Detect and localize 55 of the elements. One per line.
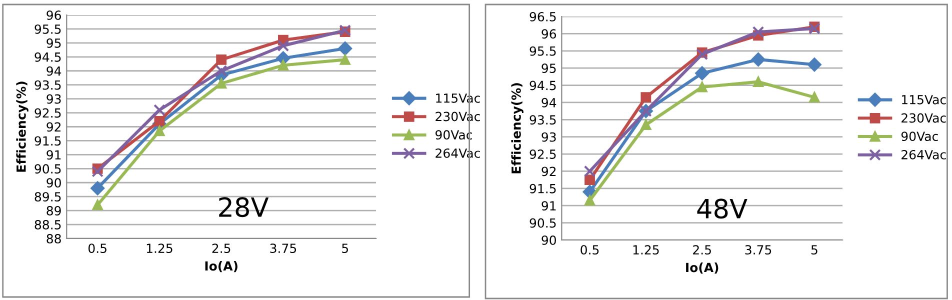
x-tick-label: 1.25: [146, 244, 172, 254]
y-tick-label: 95: [542, 64, 556, 74]
y-tick-label: 92: [46, 122, 61, 132]
legend-label: 115Vac: [902, 95, 946, 104]
y-tick-label: 92: [542, 166, 556, 176]
x-tick-label: 2.5: [693, 245, 711, 255]
x-tick-label: 3.75: [270, 244, 296, 254]
x-axis-title: Io(A): [205, 261, 238, 272]
y-tick-label: 89.5: [34, 192, 61, 202]
y-tick-label: 94: [46, 66, 62, 76]
y-tick-label: 94.5: [530, 80, 556, 90]
y-tick-label: 91.5: [530, 184, 556, 194]
x-tick-label: 3.75: [745, 245, 772, 255]
x-axis-title: Io(A): [686, 262, 718, 274]
y-tick-label: 88: [46, 234, 61, 244]
y-tick-label: 96: [542, 29, 556, 39]
y-tick-label: 90: [542, 235, 556, 245]
legend-label: 115Vac: [436, 94, 480, 103]
y-tick-label: 94.5: [34, 52, 61, 62]
legend-label: 264Vac: [436, 148, 480, 158]
x-tick-label: 5: [342, 244, 348, 254]
y-tick-label: 93: [542, 132, 556, 142]
y-tick-label: 92.5: [530, 150, 556, 159]
y-tick-label: 92.5: [34, 108, 61, 118]
x-tick-label: 1.25: [633, 245, 659, 255]
y-tick-label: 91.5: [34, 136, 61, 146]
legend-label: 90Vac: [901, 132, 938, 142]
y-tick-label: 96.5: [530, 12, 556, 22]
y-tick-label: 96: [46, 10, 61, 20]
y-tick-label: 91: [46, 150, 61, 160]
y-tick-label: 90: [46, 178, 61, 188]
y-tick-label: 95: [46, 38, 61, 48]
y-tick-label: 90.5: [530, 218, 556, 228]
y-tick-label: 90.5: [34, 164, 61, 174]
y-tick-label: 93.5: [530, 115, 556, 125]
legend-label: 90Vac: [436, 130, 472, 140]
x-tick-label: 0.5: [88, 244, 106, 254]
legend-label: 264Vac: [902, 150, 946, 160]
annotation: 28V: [219, 197, 269, 218]
legend-label: 230Vac: [902, 113, 946, 123]
y-tick-label: 95.5: [530, 46, 556, 56]
y-axis-title: Efficiency(%): [511, 83, 524, 174]
x-tick-label: 2.5: [212, 244, 230, 254]
y-tick-label: 93.5: [34, 80, 61, 90]
y-tick-label: 94: [542, 98, 556, 108]
x-tick-label: 5: [811, 245, 818, 255]
y-tick-label: 95.5: [34, 24, 61, 34]
legend-label: 230Vac: [436, 112, 480, 122]
y-axis-title: Efficiency(%): [16, 82, 28, 172]
y-tick-label: 93: [46, 94, 61, 104]
x-tick-label: 0.5: [580, 245, 599, 255]
y-tick-label: 89: [46, 206, 61, 216]
annotation: 48V: [697, 198, 748, 219]
y-tick-label: 91: [542, 201, 556, 211]
y-tick-label: 88.5: [34, 220, 61, 230]
